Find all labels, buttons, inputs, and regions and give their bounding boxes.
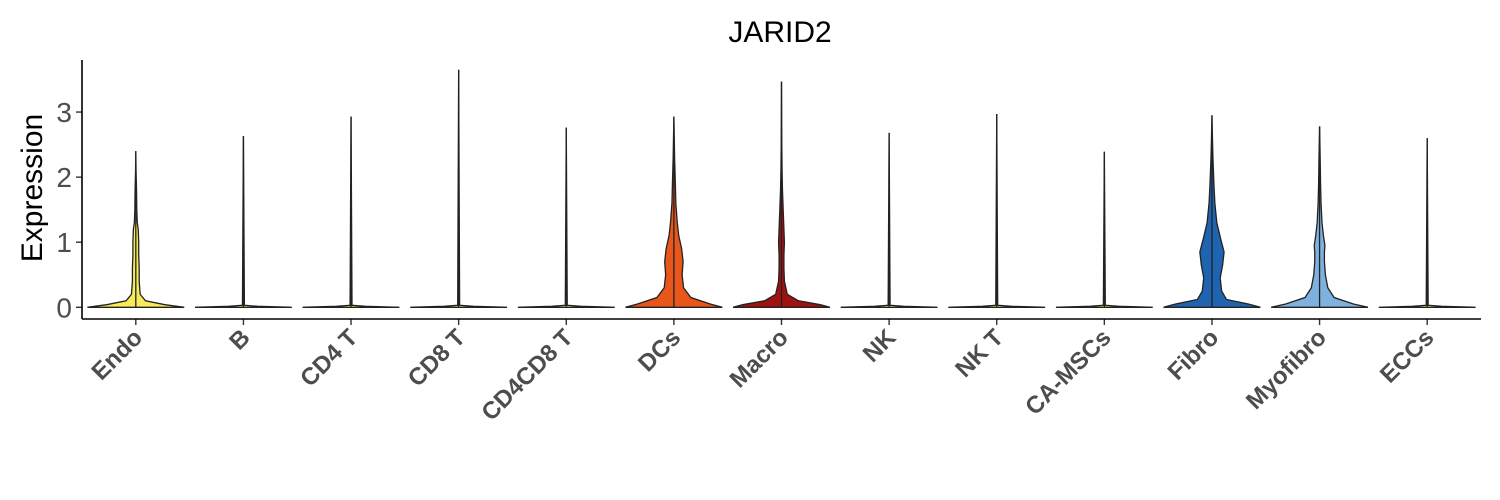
x-tick-label: NK bbox=[858, 324, 902, 368]
x-tick-label: Endo bbox=[87, 324, 149, 386]
y-tick-label: 3 bbox=[56, 97, 72, 128]
chart-title: JARID2 bbox=[728, 16, 831, 49]
x-tick-label: NK T bbox=[950, 324, 1009, 383]
x-tick-label: Fibro bbox=[1163, 324, 1225, 386]
x-tick-label: Myofibro bbox=[1241, 324, 1332, 415]
x-tick-label: B bbox=[224, 324, 255, 355]
y-tick-label: 0 bbox=[56, 292, 72, 323]
y-tick-label: 2 bbox=[56, 162, 72, 193]
x-axis: Endo B CD4 T CD8 T CD4CD8 T DCs Macro NK NK T CA-… bbox=[87, 319, 1439, 426]
x-tick-label: ECCs bbox=[1375, 324, 1439, 388]
x-tick-label: CD4CD8 T bbox=[476, 324, 578, 426]
x-tick-label: Macro bbox=[725, 324, 794, 393]
y-tick-label: 1 bbox=[56, 227, 72, 258]
x-tick-label: CD4 T bbox=[295, 324, 363, 392]
x-tick-label: CD8 T bbox=[403, 324, 471, 392]
x-tick-label: DCs bbox=[633, 324, 686, 377]
violins-group bbox=[87, 69, 1476, 308]
y-axis: 0 1 2 3 bbox=[56, 97, 82, 323]
x-tick-label: CA-MSCs bbox=[1020, 324, 1116, 420]
y-axis-label: Expression bbox=[16, 114, 49, 262]
